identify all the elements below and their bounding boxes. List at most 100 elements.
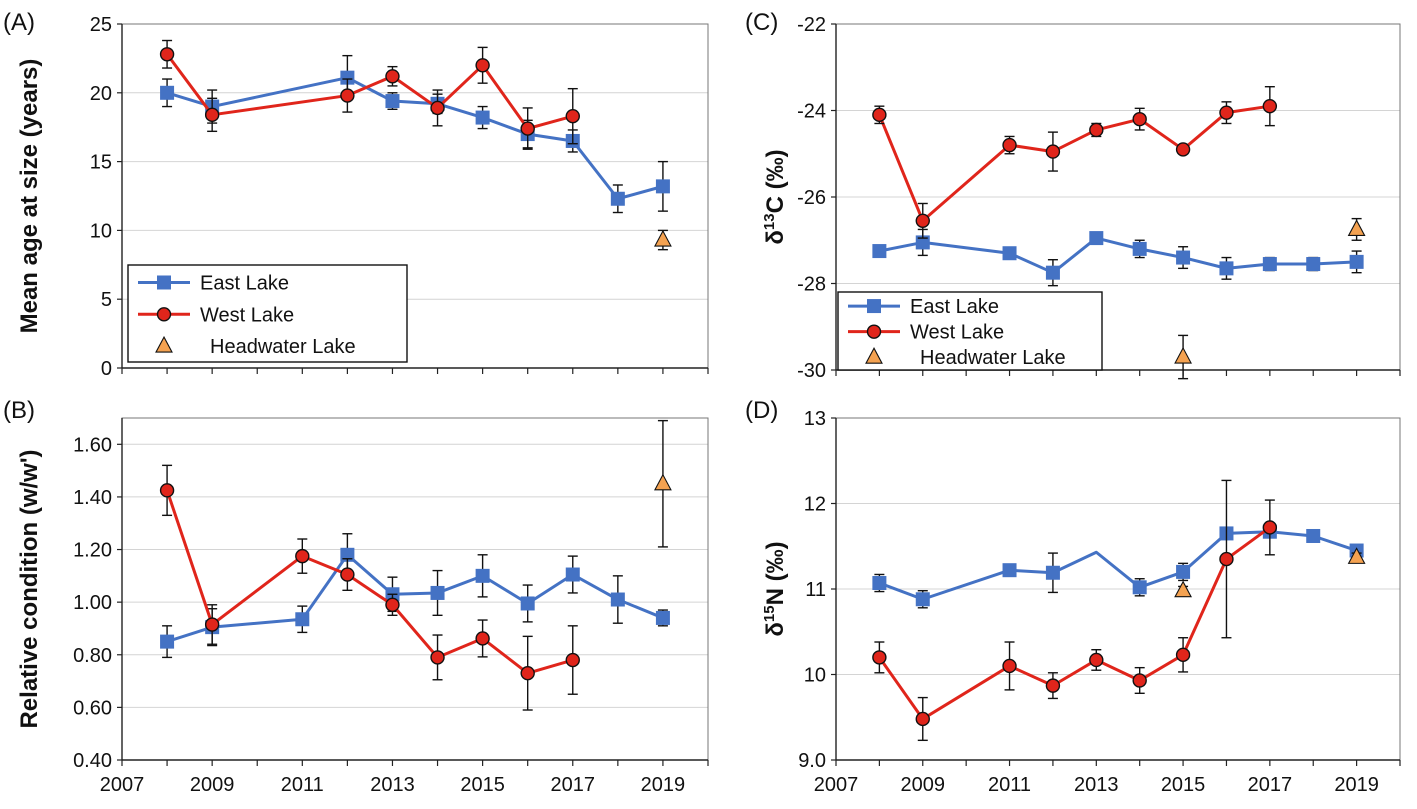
y-tick-label: 1.60 <box>73 434 112 456</box>
data-point <box>1219 551 1234 567</box>
panel-label: (B) <box>3 397 35 424</box>
data-point <box>1174 346 1192 364</box>
x-tick-label: 2015 <box>460 774 505 796</box>
y-tick-label: 0.40 <box>73 750 112 772</box>
series-west-lake <box>159 39 580 150</box>
series-west-lake <box>159 464 580 711</box>
data-point <box>915 592 930 607</box>
data-point <box>295 548 310 564</box>
series-east-lake <box>872 228 1364 287</box>
series-line <box>879 236 1357 275</box>
y-tick-label: 15 <box>90 152 112 174</box>
y-tick-label: 1.20 <box>73 540 112 562</box>
data-point <box>654 229 672 247</box>
x-tick-label: 2011 <box>988 774 1031 796</box>
data-point <box>1132 673 1147 688</box>
y-tick-label: 11 <box>805 579 826 601</box>
data-point <box>872 107 887 123</box>
y-tick-label: 1.00 <box>73 592 112 614</box>
data-point <box>915 213 930 228</box>
data-point <box>1262 98 1278 114</box>
y-tick-label: 9.0 <box>798 750 826 772</box>
data-point <box>1002 137 1017 153</box>
legend-label: Headwater Lake <box>920 347 1066 369</box>
series-headwater-lake <box>654 229 672 251</box>
data-point <box>1002 658 1017 674</box>
data-point <box>295 612 310 627</box>
data-point <box>385 597 400 612</box>
y-tick-label: 25 <box>90 14 112 36</box>
data-point <box>430 100 445 116</box>
data-point <box>1089 652 1104 668</box>
legend-marker <box>865 347 883 364</box>
data-point <box>475 58 490 73</box>
legend: East Lake West Lake Headwater Lake <box>127 264 408 363</box>
data-point <box>1132 241 1147 256</box>
x-tick-label: 2015 <box>1161 774 1206 796</box>
series-east-lake <box>160 533 670 659</box>
x-tick-label: 2011 <box>281 774 324 796</box>
data-point <box>1347 547 1366 564</box>
y-tick-label: 20 <box>90 83 112 105</box>
data-point <box>475 631 490 646</box>
data-point <box>610 191 625 206</box>
y-tick-label: 13 <box>804 408 826 430</box>
y-tick-label: -22 <box>797 14 826 36</box>
legend-marker <box>157 275 171 290</box>
data-point <box>1306 257 1321 272</box>
data-point <box>160 85 175 100</box>
x-tick-label: 2017 <box>551 774 596 796</box>
data-point <box>610 592 625 607</box>
x-tick-label: 2019 <box>1334 774 1379 796</box>
y-axis-label: Relative condition (w/w') <box>16 449 43 728</box>
series-line <box>165 489 574 675</box>
y-tick-label: 0.80 <box>73 645 112 667</box>
data-point <box>1175 142 1191 157</box>
panel-label: (A) <box>3 9 35 36</box>
data-point <box>475 110 490 125</box>
x-tick-label: 2013 <box>370 774 415 796</box>
series-line <box>165 53 574 131</box>
data-point <box>872 244 887 259</box>
data-point <box>1219 261 1234 276</box>
data-point <box>1219 105 1234 120</box>
y-tick-label: 12 <box>804 494 826 516</box>
legend-marker <box>867 299 881 314</box>
chart-panel-a: 0 5 10 15 20 25 (A) Mean age at size (years) Eas… <box>3 9 709 380</box>
legend-marker <box>866 324 882 339</box>
series-line <box>877 104 1271 223</box>
data-point <box>385 94 400 109</box>
data-point <box>475 568 490 583</box>
y-tick-label: 10 <box>90 220 112 242</box>
x-tick-label: 2009 <box>190 774 235 796</box>
data-point <box>1045 678 1061 693</box>
data-point <box>1174 580 1192 598</box>
data-point <box>915 711 930 727</box>
panel-label: (D) <box>745 397 778 424</box>
data-point <box>340 567 355 582</box>
data-point <box>1045 144 1061 159</box>
data-point <box>1002 563 1017 578</box>
x-tick-label: 2013 <box>1074 774 1119 796</box>
data-point <box>385 69 400 84</box>
data-point <box>430 585 445 600</box>
data-point <box>160 634 175 649</box>
data-point <box>1176 564 1191 579</box>
legend-label: East Lake <box>910 296 999 318</box>
data-point <box>159 483 175 498</box>
data-point <box>1349 254 1364 269</box>
data-point <box>872 650 887 665</box>
series-headwater-lake <box>1174 547 1366 598</box>
x-tick-label: 2007 <box>100 774 145 796</box>
y-tick-label: 1.40 <box>73 487 112 509</box>
data-point <box>565 567 580 582</box>
series-headwater-lake <box>654 419 672 548</box>
y-tick-label: -26 <box>797 187 826 209</box>
series-east-lake <box>160 54 670 214</box>
y-tick-label: 0.60 <box>73 697 112 719</box>
data-point <box>1306 528 1321 543</box>
data-point <box>430 650 445 665</box>
data-point <box>159 47 175 62</box>
data-point <box>1347 219 1366 236</box>
